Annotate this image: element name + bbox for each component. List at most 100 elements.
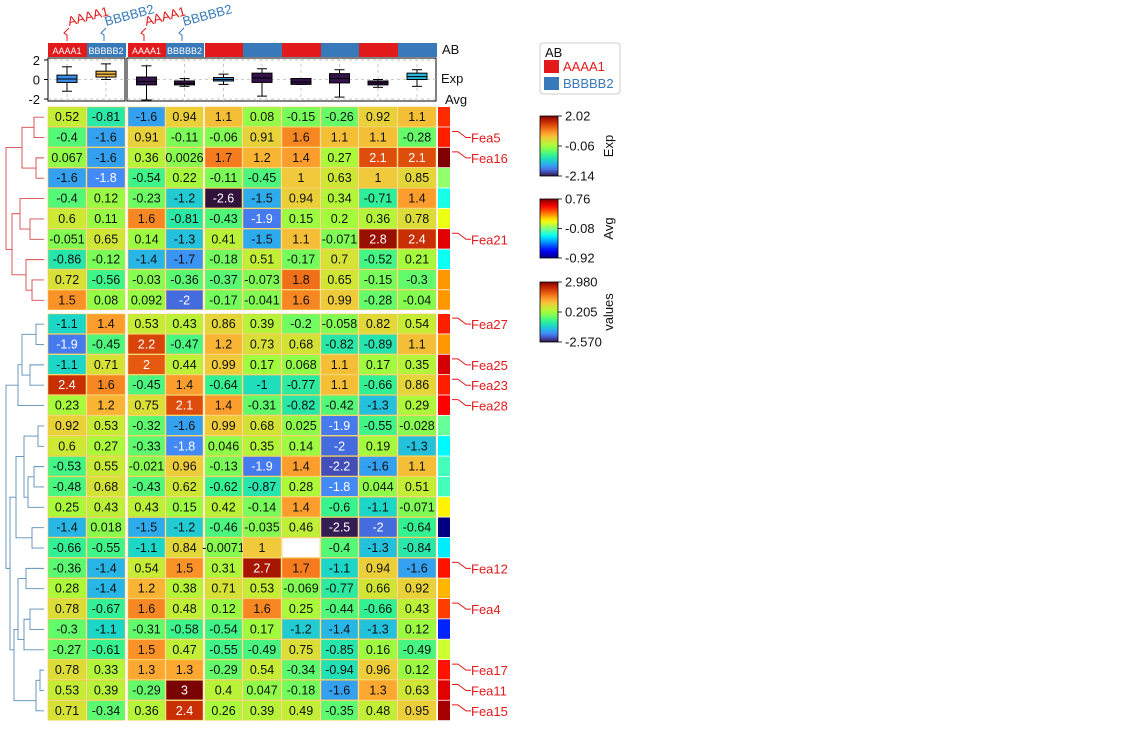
heatmap-value-label: -0.073 [244, 273, 279, 287]
heatmap-value-label: 0.12 [405, 622, 429, 636]
heatmap-cell [320, 679, 359, 701]
heatmap-cell [127, 208, 166, 229]
heatmap-cell [358, 415, 398, 436]
heatmap-value-label: 0.19 [366, 439, 390, 453]
heatmap-cell [165, 517, 204, 538]
dendrogram-branch [29, 608, 44, 630]
heatmap-value-label: 0.41 [211, 232, 235, 246]
heatmap-cell [242, 147, 282, 168]
heatmap-cell [165, 659, 204, 680]
heatmap-value-label: -0.55 [364, 419, 393, 433]
heatmap-cell [165, 700, 204, 721]
feature-label: Fea15 [471, 704, 508, 719]
heatmap-value-label: 0.29 [405, 399, 429, 413]
heatmap-cell [320, 537, 359, 558]
heatmap-cell [281, 106, 321, 127]
heatmap-value-label: 0.92 [55, 419, 79, 433]
avg-annotation-cell [438, 476, 450, 497]
heatmap-value-label: 0.94 [289, 192, 313, 206]
heatmap-value-label: -1.3 [174, 232, 196, 246]
heatmap-cell [281, 435, 321, 456]
heatmap-value-label: 1.4 [292, 151, 309, 165]
avg-annotation-cell [438, 269, 450, 290]
colorbar-title: Avg [601, 217, 616, 239]
heatmap-value-label: 1.6 [97, 378, 114, 392]
heatmap-cell [86, 537, 126, 558]
heatmap-value-label: 0.025 [285, 419, 316, 433]
heatmap-cell [47, 435, 87, 456]
heatmap-cell [242, 249, 282, 270]
heatmap-value-label: -0.31 [248, 399, 277, 413]
heatmap-value-label: 1.1 [408, 338, 425, 352]
heatmap-cell [127, 395, 166, 416]
heatmap-value-label: 1.6 [253, 602, 270, 616]
heatmap-cell [242, 537, 282, 558]
avg-annotation-cell [438, 188, 450, 208]
heatmap-cell [47, 147, 87, 168]
avg-annotation-cell [438, 290, 450, 310]
heatmap-value-label: 0.21 [405, 253, 429, 267]
heatmap-cell [127, 578, 166, 599]
heatmap-value-label: -0.36 [170, 273, 199, 287]
heatmap-cell [86, 496, 126, 517]
dendrogram-branch [25, 567, 44, 590]
feature-label: Fea16 [471, 151, 508, 166]
heatmap-cell [204, 289, 243, 310]
dendrogram-branch [29, 218, 44, 240]
heatmap-value-label: -0.3 [406, 273, 428, 287]
heatmap-value-label: 0.92 [405, 582, 429, 596]
heatmap-cell [358, 354, 398, 375]
heatmap-cell [86, 334, 126, 355]
heatmap-value-label: 1.4 [292, 460, 309, 474]
heatmap-value-label: -0.11 [171, 131, 199, 145]
heatmap-cell [397, 639, 437, 660]
heatmap-value-label: -0.52 [364, 253, 393, 267]
heatmap-cell [320, 659, 359, 680]
heatmap-value-label: -2.5 [329, 521, 351, 535]
dendrogram-branch [33, 466, 44, 488]
heatmap-cell [281, 354, 321, 375]
heatmap-cell [204, 618, 243, 640]
avg-annotation-cell [438, 415, 450, 436]
feature-label: Fea4 [471, 602, 501, 617]
heatmap-value-label: -1.5 [251, 192, 273, 206]
heatmap-value-label: -1.1 [56, 358, 78, 372]
heatmap-cell [320, 354, 359, 375]
heatmap-cell [86, 395, 126, 416]
heatmap-cell [127, 557, 166, 579]
heatmap-value-label: 1.1 [331, 358, 348, 372]
heatmap-value-label: 0.16 [366, 643, 390, 657]
heatmap-cell [397, 476, 437, 497]
heatmap-cell [281, 313, 321, 334]
heatmap-cell [165, 415, 204, 436]
heatmap-value-label: 0.54 [250, 663, 274, 677]
heatmap-cell [86, 415, 126, 436]
heatmap-cell [86, 435, 126, 456]
heatmap-cell [320, 334, 359, 355]
heatmap-cell [47, 334, 87, 355]
heatmap-cell [242, 679, 282, 701]
heatmap-cell [242, 374, 282, 395]
heatmap-cell [86, 208, 126, 229]
heatmap-cell [204, 537, 243, 558]
heatmap-cell [86, 188, 126, 209]
heatmap-cell [47, 476, 87, 497]
heatmap-cell [204, 700, 243, 721]
heatmap-cell [320, 415, 359, 436]
heatmap-cell [86, 147, 126, 168]
heatmap-cell [204, 435, 243, 456]
heatmap-value-label: 0.43 [94, 500, 118, 514]
heatmap-value-label: -0.15 [364, 273, 393, 287]
feature-label: Fea11 [471, 683, 507, 698]
heatmap-value-label: 0.96 [366, 663, 390, 677]
heatmap-value-label: -1.4 [56, 521, 78, 535]
heatmap-cell [358, 679, 398, 701]
heatmap-value-label: 0.23 [55, 399, 79, 413]
heatmap-cell [127, 269, 166, 290]
heatmap-cell [320, 598, 359, 619]
heatmap-cell [281, 167, 321, 188]
heatmap-cell [397, 106, 437, 127]
heatmap-cell [281, 334, 321, 355]
heatmap-value-label: -1.8 [95, 171, 117, 185]
heatmap-cell [242, 188, 282, 209]
